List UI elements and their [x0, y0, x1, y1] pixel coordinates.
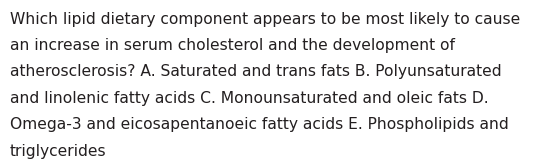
Text: Which lipid dietary component appears to be most likely to cause: Which lipid dietary component appears to…	[10, 12, 520, 27]
Text: an increase in serum cholesterol and the development of: an increase in serum cholesterol and the…	[10, 38, 455, 53]
Text: triglycerides: triglycerides	[10, 144, 107, 159]
Text: and linolenic fatty acids C. Monounsaturated and oleic fats D.: and linolenic fatty acids C. Monounsatur…	[10, 91, 489, 106]
Text: atherosclerosis? A. Saturated and trans fats B. Polyunsaturated: atherosclerosis? A. Saturated and trans …	[10, 64, 502, 79]
Text: Omega-3 and eicosapentanoeic fatty acids E. Phospholipids and: Omega-3 and eicosapentanoeic fatty acids…	[10, 117, 509, 132]
